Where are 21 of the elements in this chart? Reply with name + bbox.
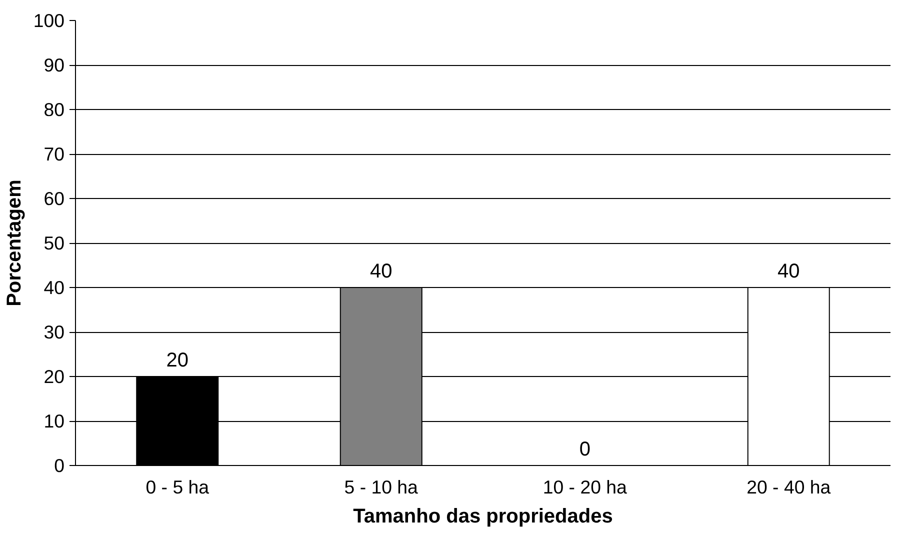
y-tick-label: 40 [44,277,65,298]
x-tick-label: 0 - 5 ha [146,476,210,498]
y-tick-label: 20 [44,366,65,387]
y-tick-label: 10 [44,410,65,432]
y-tick-label: 50 [44,232,65,254]
y-tick-label: 80 [44,99,65,120]
data-label: 40 [370,260,392,282]
y-tick-label: 70 [44,144,65,164]
y-axis-title: Porcentagem [3,180,26,306]
y-tick-label: 0 [54,455,65,476]
x-axis-title: Tamanho das propriedades [353,506,613,528]
x-tick-label: 20 - 40 ha [746,476,832,498]
data-label: 0 [579,438,590,460]
data-label: 40 [778,260,800,282]
x-tick-label: 5 - 10 ha [344,476,419,498]
x-tick-label: 10 - 20 ha [542,476,628,498]
y-tick-label: 90 [44,54,65,76]
y-tick-label: 100 [33,10,65,31]
data-label: 20 [166,350,188,372]
y-tick-label: 60 [44,188,65,209]
y-tick-label: 30 [44,322,65,342]
